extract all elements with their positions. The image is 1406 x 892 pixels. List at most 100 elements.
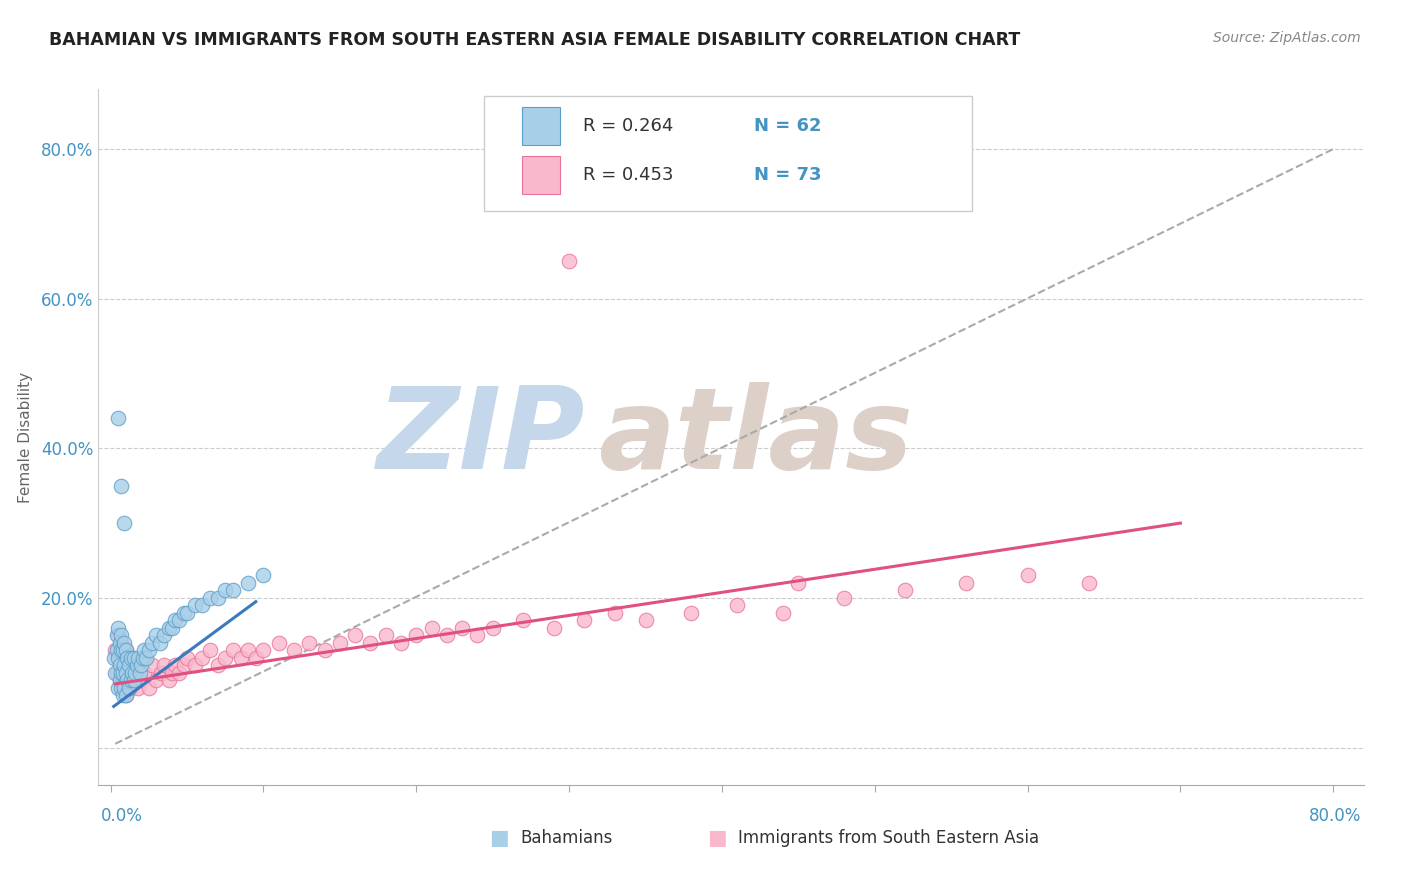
Point bbox=[117, 673, 139, 688]
Text: Source: ZipAtlas.com: Source: ZipAtlas.com bbox=[1213, 31, 1361, 45]
Point bbox=[118, 681, 141, 695]
Point bbox=[145, 628, 167, 642]
Point bbox=[107, 650, 129, 665]
Point bbox=[108, 673, 131, 688]
Point bbox=[115, 688, 138, 702]
Point bbox=[1077, 576, 1099, 591]
Point bbox=[110, 643, 132, 657]
Point bbox=[132, 650, 155, 665]
Point bbox=[153, 628, 176, 642]
Text: Immigrants from South Eastern Asia: Immigrants from South Eastern Asia bbox=[738, 830, 1039, 847]
Point bbox=[125, 658, 148, 673]
Point bbox=[110, 479, 132, 493]
Point bbox=[110, 681, 132, 695]
Point bbox=[105, 628, 128, 642]
Point bbox=[124, 665, 146, 680]
Point bbox=[141, 636, 163, 650]
Point bbox=[252, 643, 274, 657]
Point bbox=[198, 591, 221, 605]
Point bbox=[138, 643, 160, 657]
Point bbox=[117, 673, 139, 688]
Point bbox=[603, 606, 626, 620]
Point bbox=[124, 665, 146, 680]
Point bbox=[135, 650, 157, 665]
Point bbox=[122, 673, 145, 688]
Text: N = 62: N = 62 bbox=[754, 118, 821, 136]
Point bbox=[112, 636, 135, 650]
Point bbox=[115, 688, 138, 702]
Point bbox=[160, 621, 183, 635]
Point bbox=[374, 628, 396, 642]
Point bbox=[121, 650, 143, 665]
Point bbox=[104, 665, 127, 680]
Point bbox=[108, 658, 131, 673]
FancyBboxPatch shape bbox=[523, 155, 560, 194]
Point bbox=[207, 658, 229, 673]
Point bbox=[173, 658, 195, 673]
Point bbox=[145, 673, 167, 688]
Point bbox=[107, 621, 129, 635]
Point bbox=[110, 665, 132, 680]
Point bbox=[128, 665, 150, 680]
Text: atlas: atlas bbox=[599, 382, 912, 492]
Point bbox=[111, 688, 134, 702]
Point bbox=[344, 628, 367, 642]
Point bbox=[160, 665, 183, 680]
Point bbox=[198, 643, 221, 657]
Point bbox=[298, 636, 321, 650]
Point bbox=[163, 613, 186, 627]
Point bbox=[107, 628, 129, 642]
Point bbox=[107, 411, 129, 425]
Point bbox=[122, 650, 145, 665]
Point bbox=[127, 681, 149, 695]
Point bbox=[105, 665, 128, 680]
Point bbox=[359, 636, 381, 650]
Point bbox=[108, 673, 131, 688]
Point bbox=[787, 576, 810, 591]
Point bbox=[173, 606, 195, 620]
Point bbox=[129, 658, 152, 673]
Point bbox=[129, 673, 152, 688]
Point bbox=[112, 665, 135, 680]
Point bbox=[148, 636, 170, 650]
Point bbox=[436, 628, 458, 642]
Point bbox=[134, 643, 156, 657]
Point bbox=[238, 576, 260, 591]
Point bbox=[105, 643, 128, 657]
Point bbox=[118, 658, 141, 673]
Point bbox=[176, 606, 198, 620]
Point bbox=[252, 568, 274, 582]
Point bbox=[111, 650, 134, 665]
FancyBboxPatch shape bbox=[484, 96, 972, 211]
Point bbox=[389, 636, 412, 650]
Point bbox=[772, 606, 794, 620]
Point bbox=[125, 658, 148, 673]
Point bbox=[634, 613, 657, 627]
Point bbox=[725, 599, 748, 613]
Point bbox=[169, 613, 191, 627]
Point bbox=[122, 673, 145, 688]
Point bbox=[110, 628, 132, 642]
Point bbox=[222, 643, 245, 657]
Point bbox=[134, 665, 156, 680]
Point bbox=[214, 650, 236, 665]
Point bbox=[512, 613, 534, 627]
Point bbox=[681, 606, 703, 620]
Point bbox=[120, 650, 142, 665]
Text: ■: ■ bbox=[707, 829, 727, 848]
Point bbox=[157, 673, 180, 688]
Point bbox=[222, 583, 245, 598]
Point bbox=[107, 681, 129, 695]
Point bbox=[176, 650, 198, 665]
Point bbox=[329, 636, 352, 650]
Point bbox=[141, 658, 163, 673]
Text: BAHAMIAN VS IMMIGRANTS FROM SOUTH EASTERN ASIA FEMALE DISABILITY CORRELATION CHA: BAHAMIAN VS IMMIGRANTS FROM SOUTH EASTER… bbox=[49, 31, 1021, 49]
Text: R = 0.453: R = 0.453 bbox=[583, 166, 673, 184]
Point bbox=[127, 650, 149, 665]
Point bbox=[118, 658, 141, 673]
Point bbox=[481, 621, 503, 635]
Point bbox=[420, 621, 443, 635]
Point bbox=[120, 681, 142, 695]
Point bbox=[121, 665, 143, 680]
Point bbox=[110, 658, 132, 673]
